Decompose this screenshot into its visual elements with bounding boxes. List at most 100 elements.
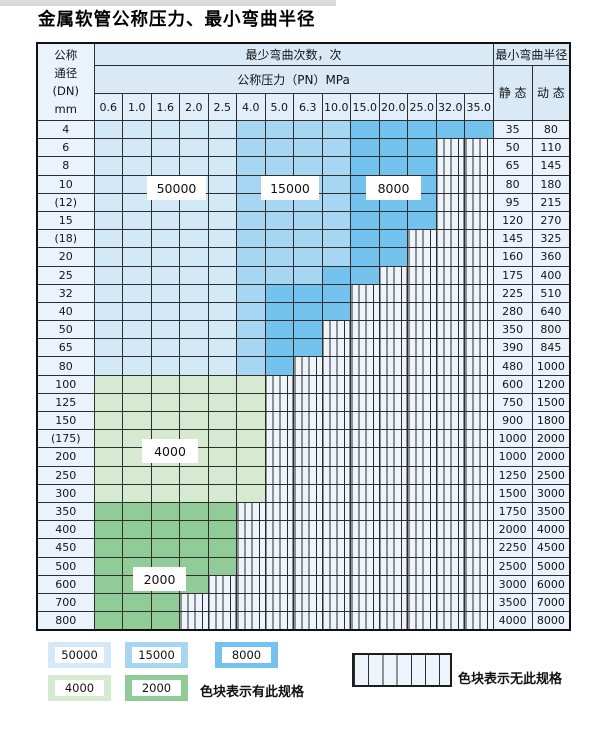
- no-spec-cell: [435, 592, 465, 613]
- no-spec-cell: [464, 501, 494, 522]
- spec-cell-b3: [350, 119, 380, 140]
- table-row: 100 600 1200: [36, 374, 571, 394]
- static-radius-cell: 750: [492, 392, 533, 413]
- table-row: 800 4000 8000: [36, 611, 571, 631]
- spec-cell-b1: [150, 356, 180, 376]
- static-radius-cell: 600: [492, 374, 533, 394]
- spec-cell-b1: [179, 301, 209, 322]
- spec-cell-g1: [236, 429, 266, 449]
- table-row: 80 480 1000: [36, 356, 571, 376]
- static-radius-cell: 2250: [492, 538, 533, 558]
- static-radius-cell: 95: [492, 192, 533, 212]
- dynamic-radius-cell: 1200: [531, 374, 571, 394]
- spec-cell-b2: [236, 301, 266, 322]
- spec-cell-b1: [150, 229, 180, 249]
- spec-cell-g2: [179, 538, 209, 558]
- spec-cell-g2: [150, 501, 180, 522]
- spec-cell-g1: [150, 465, 180, 485]
- no-spec-cell: [435, 265, 465, 285]
- spec-cell-b1: [179, 229, 209, 249]
- pressure-tick: 15.0: [350, 93, 380, 121]
- no-spec-cell: [464, 156, 494, 176]
- region-label-8000: 8000: [366, 176, 421, 200]
- dynamic-radius-cell: 3000: [531, 483, 571, 503]
- spec-cell-g2: [93, 611, 123, 631]
- dynamic-radius-cell: 4000: [531, 520, 571, 540]
- spec-cell-b1: [150, 265, 180, 285]
- dynamic-radius-cell: 7000: [531, 592, 571, 613]
- dynamic-radius-cell: 1800: [531, 410, 571, 431]
- no-spec-cell: [464, 229, 494, 249]
- no-spec-cell: [464, 138, 494, 158]
- spec-cell-b1: [150, 283, 180, 303]
- spec-cell-b2: [236, 283, 266, 303]
- no-spec-cell: [407, 538, 437, 558]
- static-radius-cell: 225: [492, 283, 533, 303]
- table-row: 400 2000 4000: [36, 520, 571, 540]
- dynamic-radius-cell: 145: [531, 156, 571, 176]
- dynamic-radius-cell: 6000: [531, 574, 571, 594]
- no-spec-cell: [264, 374, 294, 394]
- dn-cell: 250: [36, 465, 95, 485]
- no-spec-cell: [350, 392, 380, 413]
- no-spec-cell: [350, 410, 380, 431]
- no-spec-cell: [435, 338, 465, 358]
- dn-header-line: mm: [54, 102, 77, 116]
- no-spec-cell: [435, 501, 465, 522]
- pressure-tick: 6.3: [293, 93, 323, 121]
- no-spec-cell: [321, 592, 351, 613]
- spec-cell-g1: [236, 410, 266, 431]
- no-spec-cell: [464, 338, 494, 358]
- spec-cell-g2: [207, 538, 237, 558]
- spec-cell-g1: [93, 429, 123, 449]
- spec-cell-g2: [207, 520, 237, 540]
- no-spec-cell: [435, 374, 465, 394]
- spec-cell-b3: [293, 301, 323, 322]
- no-spec-cell: [378, 465, 408, 485]
- legend-swatch-50000: 50000: [48, 642, 111, 668]
- spec-cell-b1: [93, 283, 123, 303]
- no-spec-cell: [321, 611, 351, 631]
- pressure-tick: 35.0: [464, 93, 494, 121]
- spec-cell-b3: [350, 265, 380, 285]
- spec-cell-g1: [236, 483, 266, 503]
- no-spec-cell: [378, 520, 408, 540]
- no-spec-cell: [407, 410, 437, 431]
- no-spec-cell: [264, 392, 294, 413]
- spec-cell-g2: [122, 592, 152, 613]
- spec-cell-b3: [264, 283, 294, 303]
- no-spec-cell: [321, 520, 351, 540]
- spec-cell-b1: [207, 119, 237, 140]
- dn-header-line: 通径: [54, 66, 78, 80]
- spec-cell-b1: [150, 301, 180, 322]
- no-spec-cell: [378, 301, 408, 322]
- spec-cell-g2: [93, 520, 123, 540]
- no-spec-cell: [350, 447, 380, 467]
- spec-cell-b2: [321, 119, 351, 140]
- no-spec-cell: [293, 356, 323, 376]
- no-spec-cell: [435, 611, 465, 631]
- spec-cell-g1: [207, 392, 237, 413]
- no-spec-cell: [207, 574, 237, 594]
- spec-cell-g2: [179, 520, 209, 540]
- spec-cell-b1: [93, 210, 123, 231]
- no-spec-cell: [464, 392, 494, 413]
- no-spec-cell: [407, 247, 437, 267]
- no-spec-cell: [378, 611, 408, 631]
- dynamic-radius-cell: 110: [531, 138, 571, 158]
- no-spec-cell: [435, 556, 465, 576]
- region-label-50000: 50000: [147, 176, 206, 200]
- spec-cell-b1: [207, 338, 237, 358]
- spec-cell-b2: [293, 156, 323, 176]
- no-spec-cell: [179, 611, 209, 631]
- no-spec-cell: [407, 611, 437, 631]
- no-spec-cell: [236, 501, 266, 522]
- no-spec-cell: [264, 556, 294, 576]
- pressure-tick: 32.0: [435, 93, 465, 121]
- no-spec-cell: [464, 483, 494, 503]
- dn-cell: 65: [36, 338, 95, 358]
- spec-cell-b1: [122, 265, 152, 285]
- table-row: 25 175 400: [36, 265, 571, 285]
- legend-swatch-2000: 2000: [125, 675, 188, 701]
- no-spec-cell: [350, 611, 380, 631]
